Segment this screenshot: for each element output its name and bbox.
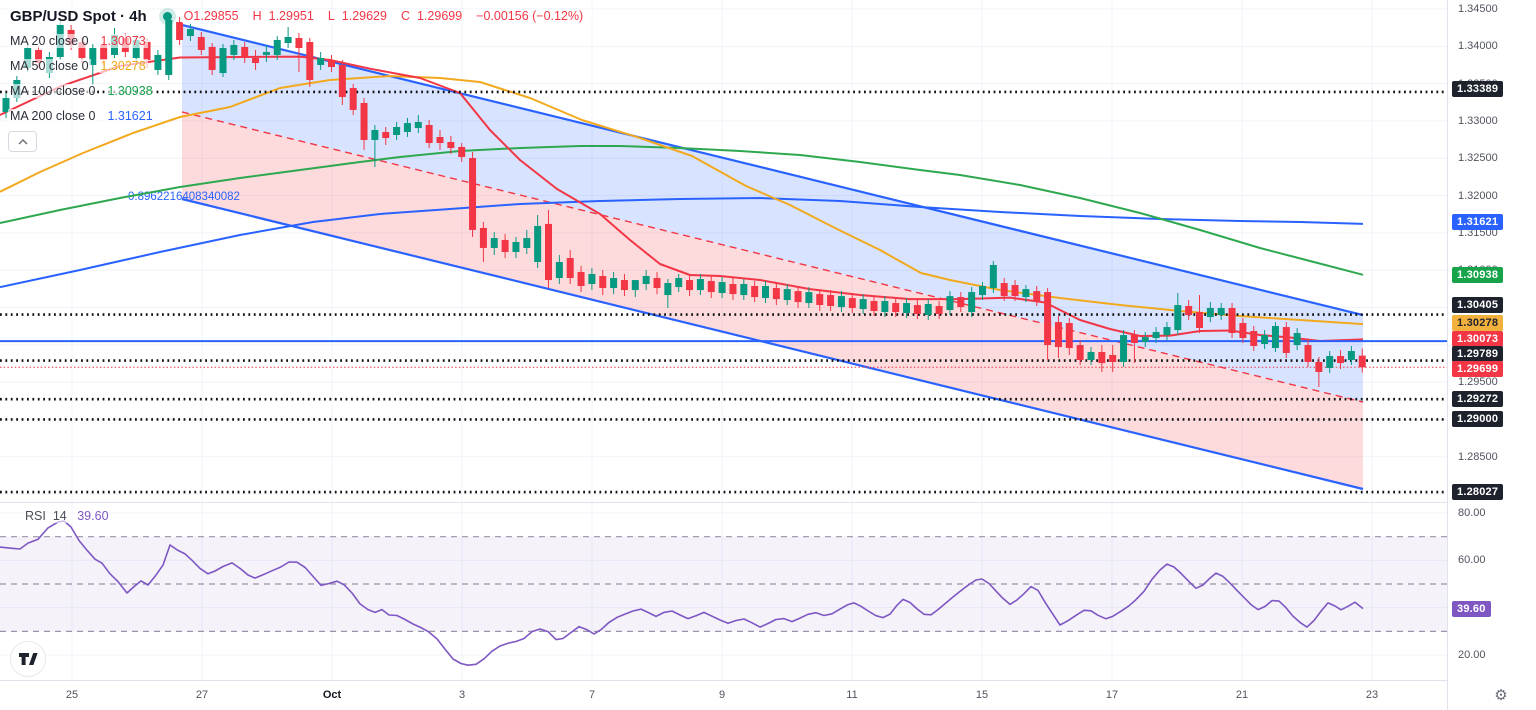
price-badge-1.29699: 1.29699 [1452, 361, 1504, 377]
time-axis-label: 11 [846, 689, 858, 701]
price-badge-39.60: 39.60 [1452, 601, 1491, 617]
price-badge-1.30278: 1.30278 [1452, 315, 1504, 331]
key-levels[interactable] [0, 90, 1447, 494]
indicator-row-ma50[interactable]: MA 50 close 0 1.30278 [8, 58, 148, 73]
time-axis[interactable]: 25 27 Oct 3 7 9 11 15 17 21 23 [0, 680, 1447, 710]
price-axis-label: 20.00 [1458, 649, 1486, 661]
time-axis-label: Oct [322, 689, 342, 701]
pane-separator[interactable] [0, 502, 1447, 503]
rsi-grid [0, 502, 1447, 680]
indicator-row-ma100[interactable]: MA 100 close 0 1.30938 [8, 83, 155, 98]
collapse-legend-button[interactable] [8, 131, 37, 152]
rsi-indicator-row[interactable]: RSI 14 39.60 [25, 509, 109, 523]
time-axis-label: 15 [975, 689, 989, 701]
price-pane[interactable]: 0.8962216408340082 [0, 0, 1447, 502]
price-axis-label: 1.31500 [1458, 227, 1498, 239]
price-axis-label: 60.00 [1458, 554, 1486, 566]
price-badge-1.29000: 1.29000 [1452, 411, 1504, 427]
indicator-row-ma200[interactable]: MA 200 close 0 1.31621 [8, 108, 155, 123]
price-axis-label: 1.34000 [1458, 40, 1498, 52]
price-axis-label: 1.34500 [1458, 3, 1498, 15]
price-badge-1.30938: 1.30938 [1452, 267, 1504, 283]
time-axis-label: 23 [1365, 689, 1379, 701]
price-axis-label: 1.32500 [1458, 152, 1498, 164]
time-axis-label: 17 [1105, 689, 1119, 701]
time-axis-label: 9 [718, 689, 726, 701]
price-axis-label: 1.28500 [1458, 451, 1498, 463]
tradingview-logo[interactable] [10, 641, 46, 677]
price-axis[interactable]: 1.345001.340001.335001.330001.325001.320… [1447, 0, 1536, 710]
rsi-band [0, 536, 1447, 632]
market-status-icon [162, 11, 172, 21]
channel-pearson-label: 0.8962216408340082 [128, 191, 240, 203]
price-badge-1.30405: 1.30405 [1452, 297, 1504, 313]
rsi-line[interactable] [0, 520, 1364, 666]
indicator-row-ma20[interactable]: MA 20 close 0 1.30073 [8, 33, 148, 48]
price-axis-label: 1.33000 [1458, 115, 1498, 127]
price-badge-1.29789: 1.29789 [1452, 346, 1504, 362]
chevron-up-icon [18, 138, 27, 144]
time-axis-label: 7 [588, 689, 596, 701]
legend: GBP/USD Spot · 4h O1.29855 H 1.29951 L 1.296… [8, 4, 593, 152]
change-value: −0.00156 (−0.12%) [476, 9, 584, 23]
symbol-title[interactable]: GBP/USD Spot · 4h [8, 7, 149, 25]
price-axis-label: 1.29500 [1458, 376, 1498, 388]
tradingview-logo-icon [19, 653, 38, 665]
price-grid [0, 0, 1447, 502]
rsi-last-value: 39.60 [77, 509, 109, 523]
price-badge-1.31621: 1.31621 [1452, 214, 1504, 230]
ohlc-values: O1.29855 H 1.29951 L 1.29629 C 1.29699 −0.00156… [181, 9, 593, 23]
ma-line-ma100[interactable] [0, 145, 1364, 276]
price-badge-1.33389: 1.33389 [1452, 81, 1504, 97]
price-badge-1.29272: 1.29272 [1452, 391, 1504, 407]
ma-line-ma50[interactable] [0, 75, 1364, 326]
time-axis-label: 21 [1235, 689, 1249, 701]
time-axis-label: 27 [195, 689, 209, 701]
price-badge-1.28027: 1.28027 [1452, 484, 1504, 500]
price-axis-label: 80.00 [1458, 507, 1486, 519]
time-axis-label: 3 [458, 689, 466, 701]
rsi-pane[interactable] [0, 502, 1447, 680]
price-badge-1.30073: 1.30073 [1452, 331, 1504, 347]
time-axis-label: 25 [65, 689, 79, 701]
gear-icon[interactable]: ⚙ [1494, 687, 1508, 704]
price-axis-label: 1.32000 [1458, 190, 1498, 202]
